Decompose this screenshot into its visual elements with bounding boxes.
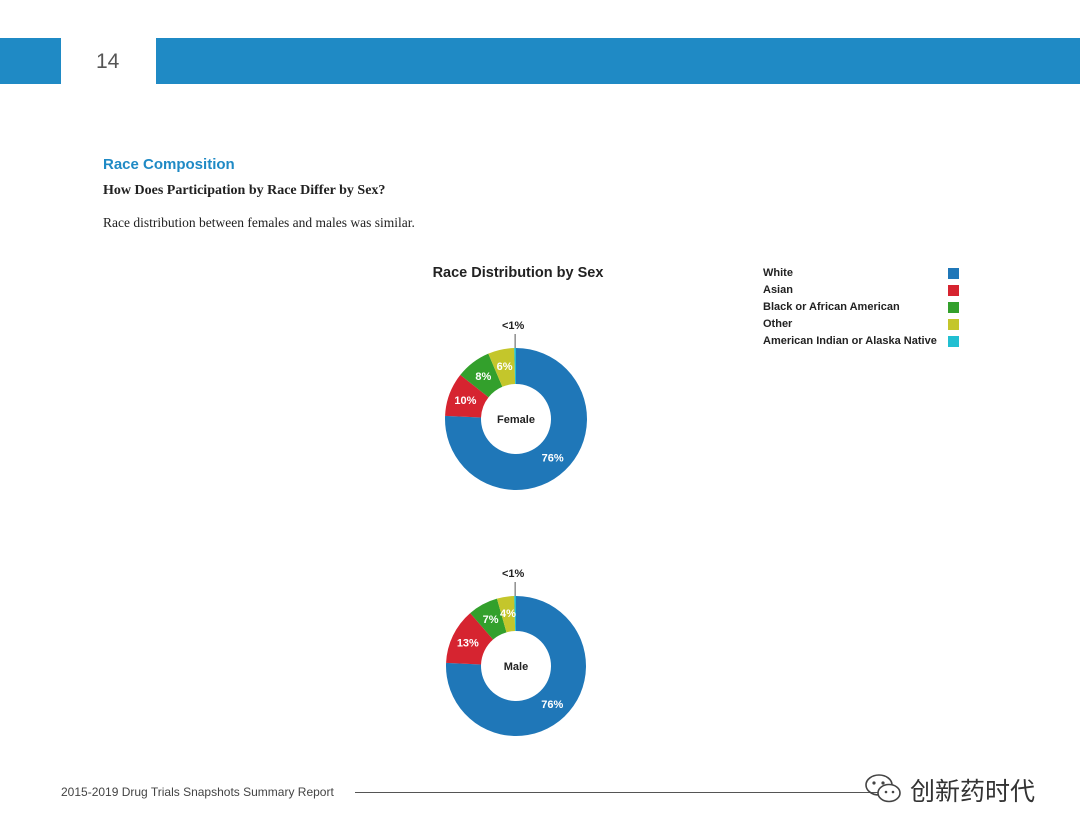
watermark: 创新药时代 [862,768,1052,808]
donut-slice-male-4 [514,596,516,632]
legend-item-asian: Asian [763,283,963,300]
donut-slice-female-1 [445,374,489,418]
legend-item-white: White [763,266,963,283]
section-title: Race Composition [103,156,235,173]
footer-divider [355,792,900,793]
slice-label: 4% [500,608,516,620]
slice-label: 10% [454,395,476,407]
legend-label: American Indian or Alaska Native [763,335,937,347]
slice-label-callout: <1% [502,568,525,580]
slice-label-callout: <1% [502,320,525,332]
footer-report-title: 2015-2019 Drug Trials Snapshots Summary … [61,785,334,799]
legend-swatch [948,336,959,347]
watermark-text: 创新药时代 [910,777,1036,806]
section-question: How Does Participation by Race Differ by… [103,183,386,198]
legend-item-american-indian: American Indian or Alaska Native [763,334,963,351]
donut-slice-male-3 [496,596,516,633]
legend-label: Black or African American [763,301,900,313]
header-bar-right [156,38,1080,84]
header-bar-left [0,38,61,84]
legend-swatch [948,302,959,313]
page-number: 14 [96,50,120,73]
legend-item-black: Black or African American [763,300,963,317]
slice-label: 13% [457,638,479,650]
slice-label: 6% [497,361,513,373]
legend-swatch [948,268,959,279]
donut-slice-male-1 [446,613,494,665]
slice-label: 76% [542,452,564,464]
slice-label: 7% [483,614,499,626]
legend-item-other: Other [763,317,963,334]
donut-center-label: Male [504,661,528,673]
legend-label: Asian [763,284,793,296]
legend-swatch [948,285,959,296]
section-body: Race distribution between females and ma… [103,215,415,230]
donut-slice-male-2 [470,598,507,640]
donut-slice-male-0 [446,596,586,736]
donut-slice-female-0 [445,348,587,491]
donut-slice-female-3 [488,348,516,387]
legend-swatch [948,319,959,330]
legend-label: Other [763,318,793,330]
donut-center-label: Female [497,414,535,426]
chart-legend: White Asian Black or African American Ot… [763,266,963,351]
slice-label: 76% [541,699,563,711]
wechat-icon [865,774,901,803]
slice-label: 8% [475,371,491,383]
donut-slice-female-2 [460,353,503,398]
chart-title: Race Distribution by Sex [432,265,604,281]
legend-label: White [763,267,793,279]
donut-slice-female-4 [514,348,516,385]
